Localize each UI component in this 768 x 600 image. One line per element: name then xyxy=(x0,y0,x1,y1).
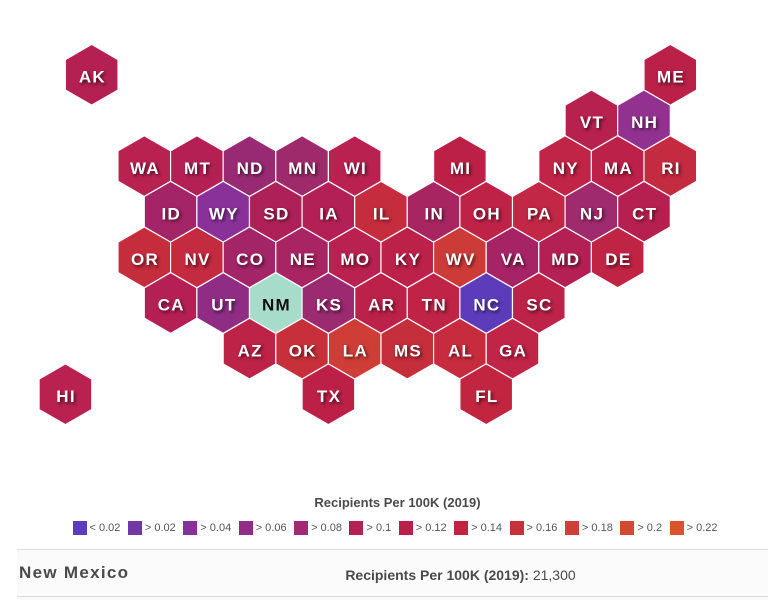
svg-text:IN: IN xyxy=(424,204,444,223)
svg-text:SC: SC xyxy=(526,296,552,315)
svg-text:WI: WI xyxy=(344,159,367,178)
svg-text:AZ: AZ xyxy=(238,341,263,360)
svg-text:WY: WY xyxy=(209,204,239,223)
svg-text:TX: TX xyxy=(317,387,341,406)
svg-text:NY: NY xyxy=(553,159,579,178)
svg-text:VT: VT xyxy=(580,113,604,132)
svg-text:HI: HI xyxy=(56,387,76,406)
svg-text:NV: NV xyxy=(184,250,210,269)
svg-text:IL: IL xyxy=(373,204,391,223)
svg-text:CT: CT xyxy=(632,204,657,223)
svg-text:DE: DE xyxy=(605,250,631,269)
svg-text:WV: WV xyxy=(446,250,476,269)
svg-text:KY: KY xyxy=(395,250,421,269)
svg-text:LA: LA xyxy=(343,341,368,360)
svg-text:NJ: NJ xyxy=(580,204,604,223)
svg-text:GA: GA xyxy=(499,341,527,360)
svg-text:NE: NE xyxy=(290,250,316,269)
svg-text:NH: NH xyxy=(631,113,658,132)
svg-text:UT: UT xyxy=(211,296,236,315)
svg-text:NC: NC xyxy=(473,296,500,315)
svg-text:OH: OH xyxy=(473,204,501,223)
svg-text:MA: MA xyxy=(604,159,633,178)
svg-text:RI: RI xyxy=(661,159,681,178)
svg-text:ME: ME xyxy=(657,68,685,87)
svg-text:AR: AR xyxy=(368,296,395,315)
svg-text:AK: AK xyxy=(79,68,106,87)
svg-text:MD: MD xyxy=(551,250,580,269)
svg-text:WA: WA xyxy=(130,159,160,178)
svg-text:MO: MO xyxy=(340,250,370,269)
svg-text:VA: VA xyxy=(501,250,526,269)
svg-text:IA: IA xyxy=(319,204,339,223)
svg-text:NM: NM xyxy=(262,296,291,315)
svg-text:CO: CO xyxy=(236,250,264,269)
svg-text:KS: KS xyxy=(316,296,342,315)
svg-text:TN: TN xyxy=(422,296,447,315)
svg-text:MS: MS xyxy=(394,341,422,360)
svg-text:OR: OR xyxy=(131,250,159,269)
svg-text:PA: PA xyxy=(527,204,552,223)
svg-text:FL: FL xyxy=(475,387,498,406)
svg-text:MI: MI xyxy=(450,159,471,178)
svg-text:MT: MT xyxy=(184,159,211,178)
svg-text:ID: ID xyxy=(161,204,181,223)
svg-text:OK: OK xyxy=(289,341,317,360)
svg-text:SD: SD xyxy=(263,204,289,223)
svg-text:CA: CA xyxy=(158,296,185,315)
svg-text:ND: ND xyxy=(237,159,264,178)
svg-text:MN: MN xyxy=(288,159,317,178)
svg-text:AL: AL xyxy=(448,341,473,360)
